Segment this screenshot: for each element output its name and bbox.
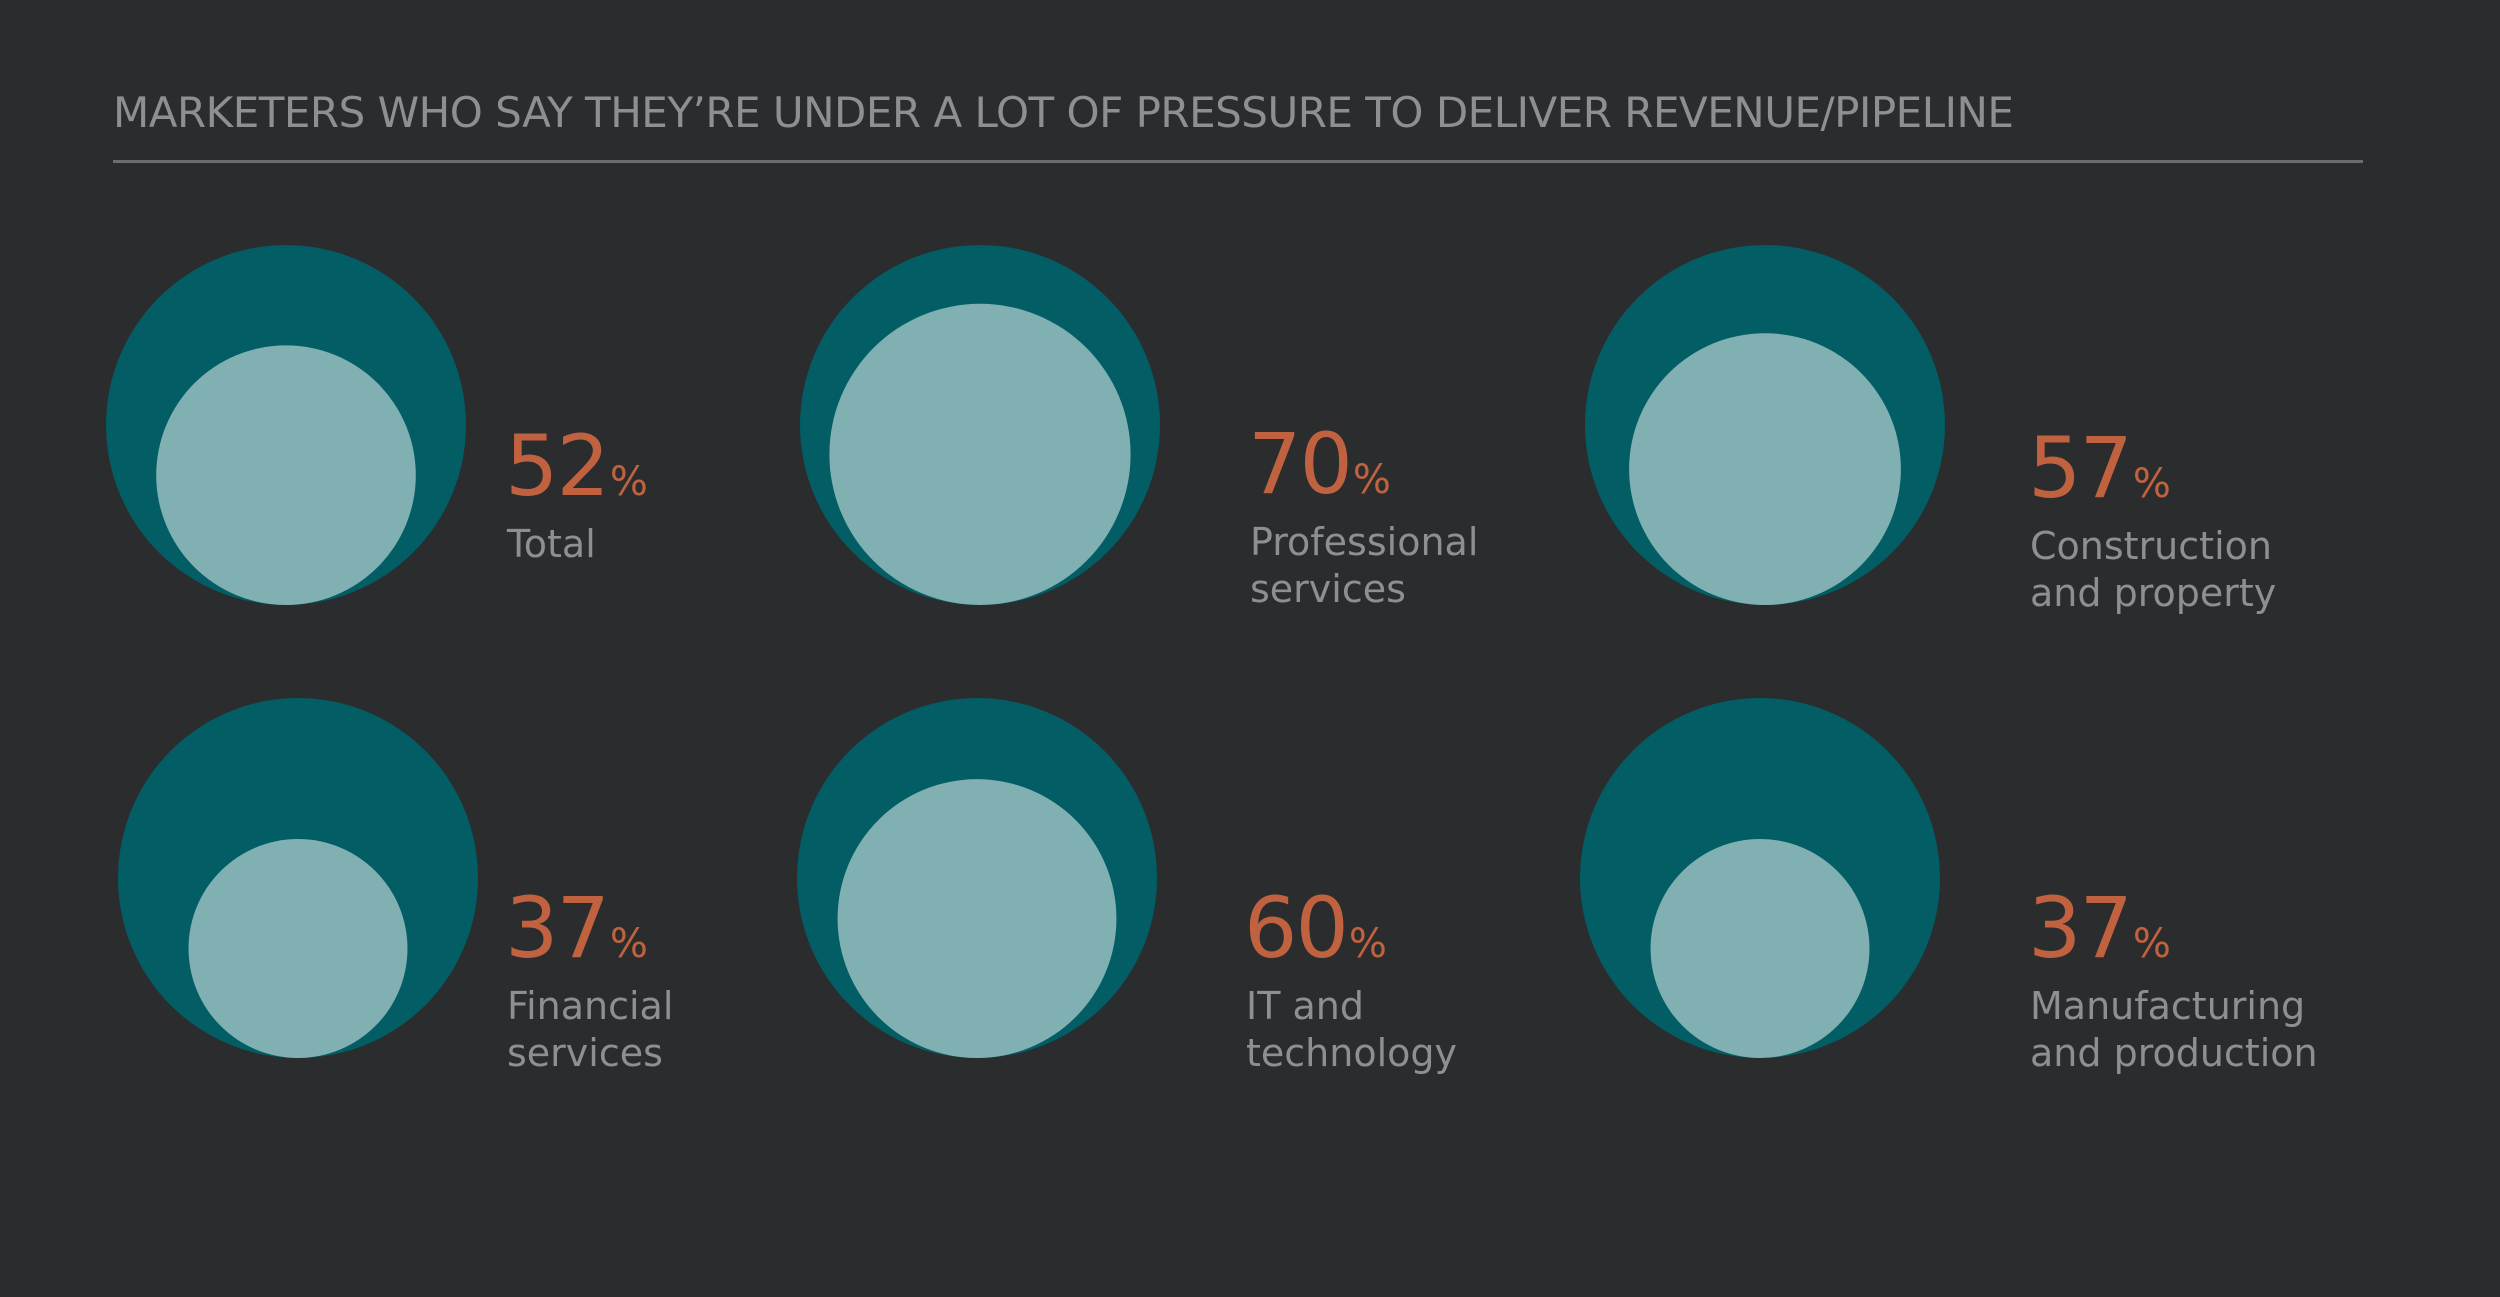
value-number: 37	[2028, 879, 2131, 977]
title-divider	[113, 160, 2363, 163]
value-percent-sign: %	[2133, 461, 2169, 507]
category-label-financial-services: Financial services	[507, 984, 673, 1075]
value-number: 37	[505, 879, 608, 977]
category-label-line: and property	[2030, 571, 2276, 615]
inner-circle-construction	[1629, 333, 1901, 605]
value-percent-sign: %	[1349, 921, 1385, 967]
value-label-professional-services: 70%	[1248, 415, 1389, 513]
value-label-construction: 57%	[2028, 419, 2169, 517]
inner-circle-professional-services	[829, 303, 1131, 605]
bubble-group-manufacturing: 37%Manufacturing and production	[1580, 698, 2318, 1075]
bubble-group-it-technology: 60%IT and technology	[797, 698, 1457, 1075]
value-label-total: 52%	[505, 417, 646, 515]
value-number: 60	[1244, 879, 1347, 977]
bubble-group-professional-services: 70%Professional services	[800, 245, 1478, 611]
category-label-line: technology	[1246, 1031, 1457, 1075]
category-label-line: services	[507, 1031, 663, 1075]
bubble-group-total: 52% Total	[106, 245, 648, 605]
value-number: 70	[1248, 415, 1351, 513]
value-percent-sign: %	[1353, 457, 1389, 503]
value-percent-sign: %	[610, 459, 646, 505]
inner-circle-financial-services	[188, 839, 408, 1058]
value-label-it-technology: 60%	[1244, 879, 1385, 977]
category-label-line: Financial	[507, 984, 673, 1028]
bubble-group-financial-services: 37%Financial services	[118, 698, 673, 1075]
category-label-it-technology: IT and technology	[1246, 984, 1457, 1075]
value-percent-sign: %	[2133, 921, 2169, 967]
chart-title: MARKETERS WHO SAY THEY’RE UNDER A LOT OF…	[113, 88, 2014, 137]
category-label-line: IT and	[1246, 984, 1364, 1028]
value-number: 52	[505, 417, 608, 515]
category-label-total: Total	[506, 522, 596, 566]
category-label-line: services	[1250, 567, 1406, 611]
inner-circle-manufacturing	[1650, 839, 1870, 1058]
category-label-construction: Construction and property	[2030, 524, 2276, 615]
category-label-line: and production	[2030, 1031, 2318, 1075]
value-number: 57	[2028, 419, 2131, 517]
value-label-financial-services: 37%	[505, 879, 646, 977]
category-label-manufacturing: Manufacturing and production	[2030, 984, 2318, 1075]
inner-circle-total	[156, 345, 416, 605]
category-label-line: Professional	[1250, 520, 1478, 564]
category-label-professional-services: Professional services	[1250, 520, 1478, 611]
value-label-manufacturing: 37%	[2028, 879, 2169, 977]
category-label-line: Manufacturing	[2030, 984, 2305, 1028]
value-percent-sign: %	[610, 921, 646, 967]
bubble-group-construction: 57%Construction and property	[1585, 245, 2276, 615]
category-label-line: Total	[506, 522, 596, 566]
category-label-line: Construction	[2030, 524, 2272, 568]
inner-circle-it-technology	[837, 779, 1117, 1058]
